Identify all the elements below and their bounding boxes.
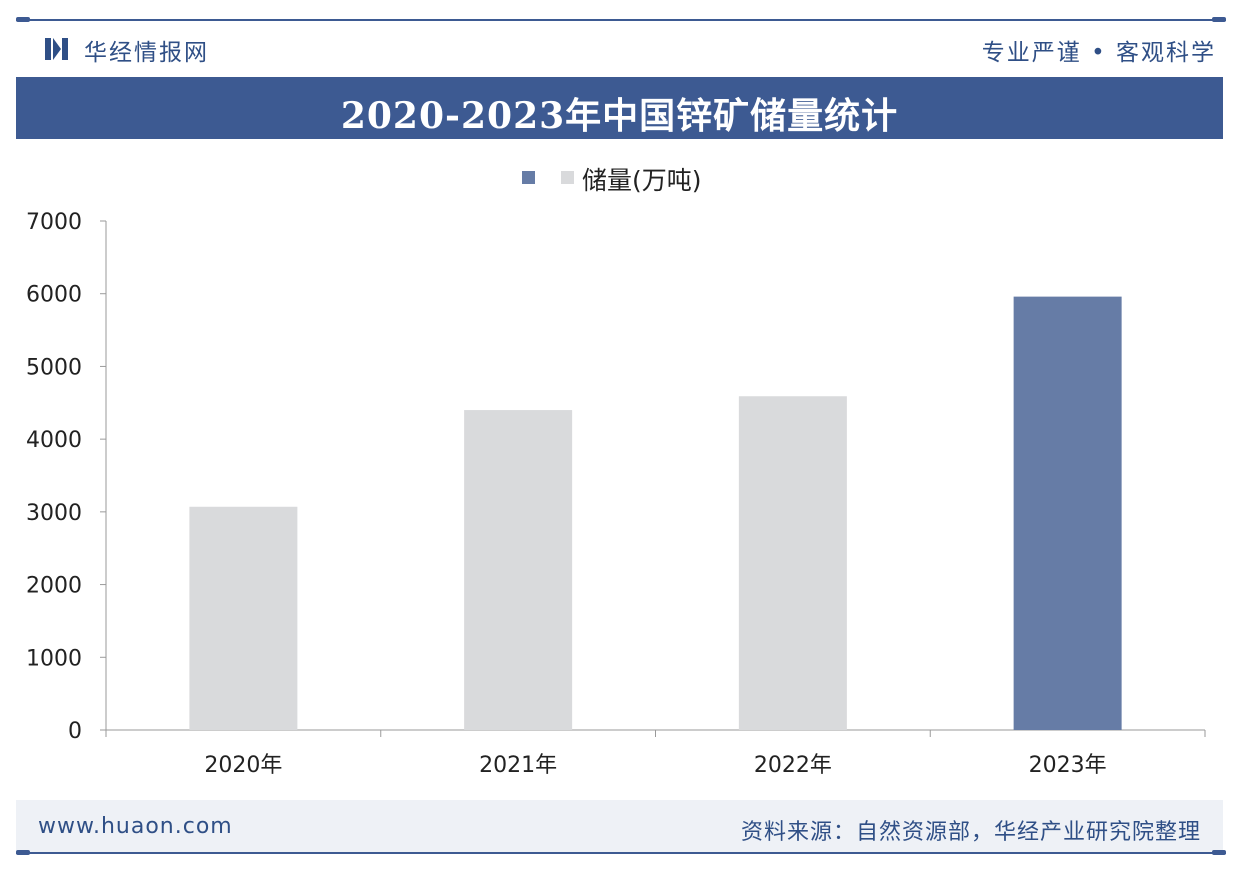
x-tick-label: 2021年 <box>479 753 557 778</box>
y-tick-label: 2000 <box>26 574 82 599</box>
header: 华经情报网 专业严谨 • 客观科学 <box>18 22 1224 76</box>
footer-website: www.huaon.com <box>38 814 233 839</box>
footer-source: 资料来源：自然资源部，华经产业研究院整理 <box>740 820 1201 845</box>
y-tick-label: 6000 <box>26 283 82 308</box>
bar-2023年 <box>1013 296 1122 730</box>
y-tick-label: 3000 <box>26 501 82 526</box>
legend-swatch-series <box>561 171 574 184</box>
x-tick-label: 2023年 <box>1029 753 1107 778</box>
huajing-logo-icon <box>45 38 68 60</box>
top-border-cap-left <box>16 17 30 22</box>
bar-2022年 <box>738 396 847 730</box>
slogan: 专业严谨 • 客观科学 <box>981 40 1216 66</box>
footer: www.huaon.com 资料来源：自然资源部，华经产业研究院整理 <box>16 800 1223 852</box>
brand-name: 华经情报网 <box>84 40 209 66</box>
top-border-cap-right <box>1212 17 1226 22</box>
legend-swatch-highlight <box>522 171 535 184</box>
legend: 储量(万吨) <box>522 166 702 195</box>
x-tick-label: 2020年 <box>204 753 282 778</box>
bottom-border-line <box>16 852 1226 854</box>
y-tick-label: 5000 <box>26 355 82 380</box>
y-tick-label: 0 <box>68 719 82 744</box>
bottom-border-cap-right <box>1212 850 1226 855</box>
x-tick-label: 2022年 <box>754 753 832 778</box>
bottom-border-cap-left <box>16 850 30 855</box>
y-tick-label: 1000 <box>26 646 82 671</box>
bar-2020年 <box>189 506 298 730</box>
bar-2021年 <box>464 410 573 730</box>
tick-labels: 0 1000 2000 3000 4000 5000 6000 7000 2020年 2021年 2… <box>26 210 1107 778</box>
chart-title: 2020-2023年中国锌矿储量统计 <box>340 95 899 137</box>
top-border-line <box>16 19 1226 21</box>
title-band: 2020-2023年中国锌矿储量统计 <box>16 77 1223 139</box>
bars <box>189 296 1122 730</box>
legend-label: 储量(万吨) <box>582 166 702 195</box>
y-tick-label: 7000 <box>26 210 82 235</box>
y-tick-label: 4000 <box>26 428 82 453</box>
